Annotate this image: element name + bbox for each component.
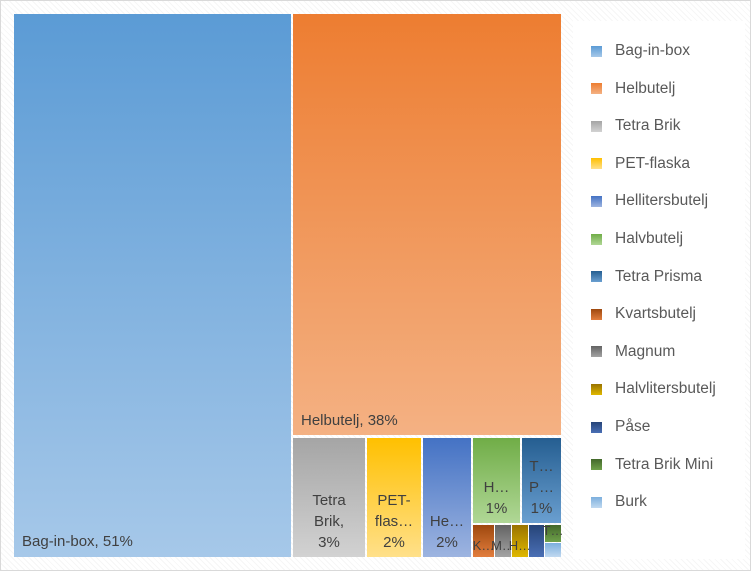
treemap-rect-tetra-brik <box>293 438 365 557</box>
treemap-cell-kvartsbutelj: K… <box>473 525 495 557</box>
treemap-rect-hellitersbutelj <box>423 438 471 557</box>
legend-swatch-burk <box>591 496 602 508</box>
data-label-halvlitersbutelj-line-0: H… <box>509 538 531 553</box>
treemap-rect-tetra-prisma <box>522 438 561 523</box>
legend-swatch-tetra-prisma <box>591 271 602 283</box>
treemap-cell-halvbutelj: H… 1% <box>473 438 520 523</box>
data-label-pet-flaska-line-2: 2% <box>383 534 405 551</box>
legend-item-halvbutelj: Halvbutelj <box>591 228 683 250</box>
legend-swatch-halvlitersbutelj <box>591 383 602 395</box>
data-label-magnum-line-0: M… <box>491 538 515 553</box>
data-label-halvbutelj-line-0: H… <box>484 479 510 496</box>
legend-swatch-hellitersbutelj <box>591 195 602 207</box>
legend-label-burk: Burk <box>615 493 647 511</box>
data-label-bag-in-box: Bag-in-box, 51% <box>22 533 133 550</box>
treemap-rect-kvartsbutelj <box>473 525 494 557</box>
data-label-tetra-prisma-line-0: T… <box>529 458 553 475</box>
data-label-halvbutelj-line-1: 1% <box>486 500 508 517</box>
treemap-rect-magnum <box>495 525 511 557</box>
treemap-rect-pase <box>529 525 544 557</box>
treemap-cell-tetra-prisma: T… P… 1% <box>522 438 561 523</box>
legend-item-kvartsbutelj: Kvartsbutelj <box>591 303 696 325</box>
legend-label-pase: Påse <box>615 418 651 435</box>
data-label-tetra-brik-mini-line-0: T… <box>543 523 564 538</box>
legend-item-halvlitersbutelj: Halvlitersbutelj <box>591 378 716 400</box>
data-label-helbutelj: Helbutelj, 38% <box>301 412 398 429</box>
data-label-tetra-prisma-line-2: 1% <box>531 500 553 517</box>
data-label-hellitersbutelj-line-0: He… <box>430 513 464 530</box>
legend-label-halvlitersbutelj: Halvlitersbutelj <box>615 380 716 398</box>
treemap-rect-burk <box>545 543 561 557</box>
treemap-rect-tetra-brik-mini <box>545 525 561 542</box>
legend-swatch-pase <box>591 421 602 433</box>
treemap-cell-pase <box>529 525 544 557</box>
treemap-cell-bag-in-box: Bag-in-box, 51% <box>14 14 291 557</box>
data-label-hellitersbutelj-line-1: 2% <box>436 534 458 551</box>
legend-item-pase: Påse <box>591 416 650 438</box>
legend-item-bag-in-box: Bag-in-box <box>591 40 690 62</box>
legend-label-bag-in-box: Bag-in-box <box>615 42 690 59</box>
legend-label-pet-flaska: PET-flaska <box>615 154 690 172</box>
legend-swatch-tetra-brik-mini <box>591 459 602 471</box>
treemap-rect-bag-in-box <box>14 14 291 557</box>
legend-swatch-bag-in-box <box>591 45 602 57</box>
treemap-cell-hellitersbutelj: He… 2% <box>423 438 471 557</box>
legend-swatch-helbutelj <box>591 83 602 95</box>
legend-swatch-pet-flaska <box>591 158 602 170</box>
treemap-cell-tetra-brik-mini: T… <box>543 523 564 542</box>
treemap-rect-halvbutelj <box>473 438 520 523</box>
legend-item-tetra-brik-mini: Tetra Brik Mini <box>591 454 713 476</box>
legend-label-kvartsbutelj: Kvartsbutelj <box>615 305 696 323</box>
data-label-kvartsbutelj-line-0: K… <box>473 538 495 553</box>
legend-swatch-kvartsbutelj <box>591 308 602 320</box>
treemap-rect-helbutelj <box>293 14 561 435</box>
treemap-cell-burk <box>545 543 561 557</box>
legend-item-tetra-prisma: Tetra Prisma <box>591 266 702 288</box>
legend-label-tetra-brik-mini: Tetra Brik Mini <box>615 455 714 473</box>
legend-label-helbutelj: Helbutelj <box>615 79 676 97</box>
treemap-rect-pet-flaska <box>367 438 421 557</box>
legend-label-halvbutelj: Halvbutelj <box>615 230 684 247</box>
data-label-tetra-brik-line-0: Tetra <box>312 492 346 509</box>
legend-label-hellitersbutelj: Hellitersbutelj <box>615 192 709 210</box>
data-label-pet-flaska-line-1: flas… <box>375 513 413 530</box>
legend-swatch-magnum <box>591 346 602 358</box>
data-label-pet-flaska-line-0: PET- <box>377 492 410 509</box>
treemap-cell-helbutelj: Helbutelj, 38% <box>293 14 561 435</box>
treemap-cell-halvlitersbutelj: H… <box>509 525 531 557</box>
treemap-rect-halvlitersbutelj <box>512 525 528 557</box>
legend-label-magnum: Magnum <box>615 342 676 360</box>
data-label-tetra-brik-line-1: Brik, <box>314 513 344 530</box>
legend-item-magnum: Magnum <box>591 341 675 363</box>
legend-item-pet-flaska: PET-flaska <box>591 153 690 175</box>
legend-item-hellitersbutelj: Hellitersbutelj <box>591 190 708 212</box>
legend: Bag-in-box Helbutelj Tetra Brik PET-flaska H… <box>573 21 745 559</box>
legend-swatch-halvbutelj <box>591 233 602 245</box>
treemap-cell-tetra-brik: Tetra Brik, 3% <box>293 438 365 557</box>
legend-label-tetra-prisma: Tetra Prisma <box>615 267 702 285</box>
treemap-cell-magnum: M… <box>491 525 515 557</box>
legend-item-helbutelj: Helbutelj <box>591 78 675 100</box>
data-label-tetra-brik-line-2: 3% <box>318 534 340 551</box>
data-label-tetra-prisma-line-1: P… <box>529 479 554 496</box>
treemap-cell-pet-flaska: PET-flas… 2% <box>367 438 421 557</box>
legend-item-tetra-brik: Tetra Brik <box>591 115 680 137</box>
legend-item-burk: Burk <box>591 491 647 513</box>
legend-label-tetra-brik: Tetra Brik <box>615 117 681 135</box>
legend-swatch-tetra-brik <box>591 120 602 132</box>
